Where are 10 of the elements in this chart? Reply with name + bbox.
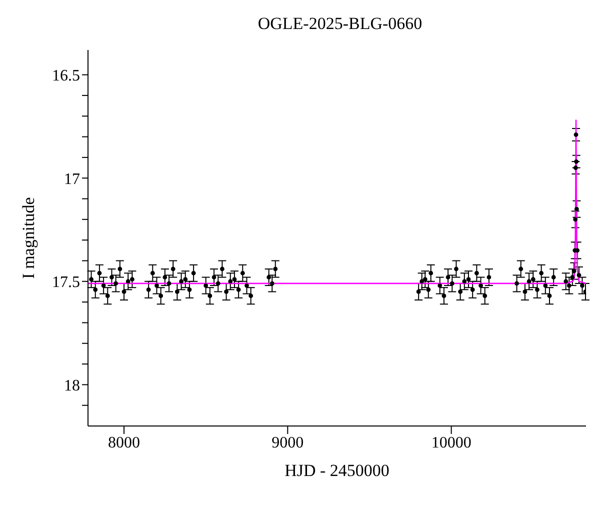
y-tick-label: 17: [64, 170, 80, 188]
y-tick-label: 16.5: [52, 67, 80, 84]
x-tick-label: 9000: [272, 434, 304, 452]
x-tick-label: 10000: [431, 434, 472, 452]
y-tick-label: 17.5: [52, 274, 80, 292]
y-tick-label: 18: [64, 377, 80, 394]
x-axis-title: HJD - 2450000: [284, 461, 390, 480]
chart-title: OGLE-2025-BLG-0660: [256, 14, 424, 34]
x-tick-label: 8000: [108, 434, 140, 452]
y-axis-title: I magnitude: [19, 197, 38, 279]
